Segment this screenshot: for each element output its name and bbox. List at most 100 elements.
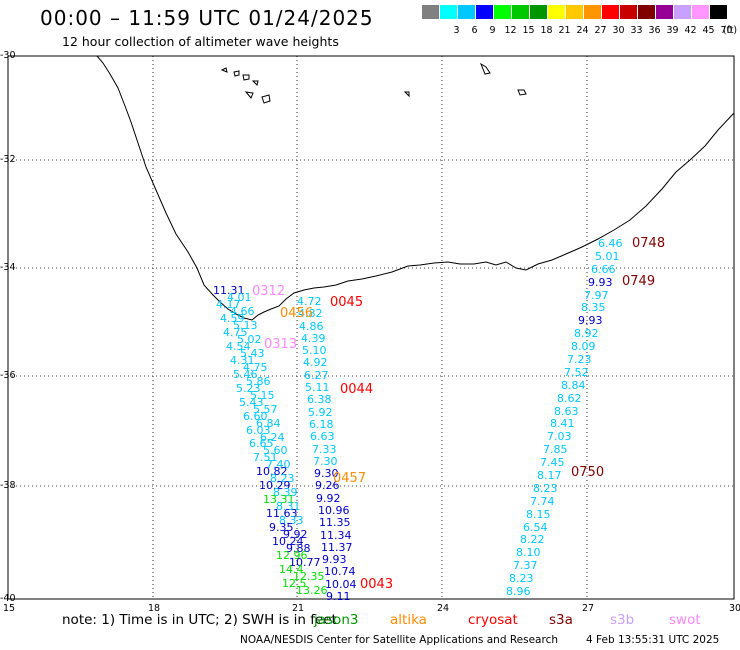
wave-height-value: 4.59 [220,312,245,325]
legend-bin-label: 24 [576,25,589,36]
legend-bin-label: 6 [471,25,478,36]
satellite-legend-item: s3a [549,612,573,628]
latitude-tick-label: -34 [0,262,16,273]
longitude-tick-label: 30 [729,603,740,614]
wave-height-value: 8.96 [506,585,531,598]
legend-swatch [458,5,475,19]
wave-height-value: 6.38 [307,393,332,406]
wave-height-value: 6.27 [304,369,329,382]
wave-height-value: 5.43 [240,347,265,360]
wave-height-value: 8.35 [581,301,606,314]
legend-swatch [440,5,457,19]
wave-height-value: 12.96 [276,549,308,562]
wave-height-value: 10.24 [272,535,304,548]
legend-swatch [674,5,691,19]
wave-height-value: 6.84 [256,417,281,430]
wave-height-value: 8.23 [509,572,534,585]
wave-height-value: 9.93 [578,314,603,327]
legend-bin-label: 33 [630,25,643,36]
legend-swatch [656,5,673,19]
pass-time-label: 0312 [252,284,286,299]
legend-swatch [494,5,511,19]
latitude-tick-label: -40 [0,593,16,604]
satellite-legend-item: swot [669,612,701,628]
wave-height-value: 4.17 [216,298,241,311]
satellite-legend-item: altika [390,612,427,628]
wave-height-value: 8.41 [550,417,575,430]
wave-height-value: 10.82 [256,465,288,478]
wave-height-value: 4.92 [303,356,328,369]
wave-height-value: 8.39 [273,486,298,499]
wave-height-value: 6.66 [591,263,616,276]
satellite-legend-item: s3b [610,612,635,628]
legend-swatch [620,5,637,19]
wave-height-value: 4.39 [301,332,326,345]
wave-height-value: 4.72 [297,295,322,308]
wave-height-value: 7.37 [513,559,538,572]
wave-height-value: 5.43 [239,396,264,409]
map-frame [7,55,735,600]
wave-height-value: 9.35 [269,521,294,534]
legend-swatch [638,5,655,19]
wave-height-value: 5.57 [253,403,278,416]
footer-note: note: 1) Time is in UTC; 2) SWH is in fe… [62,612,337,628]
wave-height-value: 13.31 [263,493,295,506]
pass-time-label: 0456 [280,306,314,321]
wave-height-value: 6.46 [598,237,623,250]
pass-time-label: 0313 [264,337,298,352]
longitude-tick-label: 24 [437,603,450,614]
wave-height-value: 5.01 [595,250,620,263]
legend-bin-label: 36 [648,25,661,36]
satellite-legend-item: jason3 [314,612,359,628]
wave-height-value: 6.54 [523,521,548,534]
wave-height-value: 4.75 [223,326,248,339]
wave-height-value: 4.75 [243,361,268,374]
coastline-south-africa [96,55,735,321]
legend-bin-label: 45 [702,25,715,36]
wave-height-value: 5.60 [263,444,288,457]
wave-height-value: 8.33 [279,514,304,527]
legend-swatch [602,5,619,19]
wave-height-value: 11.63 [266,507,298,520]
wave-height-value: 11.31 [213,284,245,297]
pass-time-label: 0045 [330,295,364,310]
wave-height-value: 9.93 [322,553,347,566]
wave-height-value: 4.01 [227,291,252,304]
wave-height-value: 7.45 [540,456,565,469]
wave-height-value: 4.86 [299,320,324,333]
longitude-tick-label: 21 [292,603,305,614]
wave-height-value: 4.66 [230,305,255,318]
wave-height-value: 8.84 [561,379,586,392]
wave-height-value: 5.13 [233,319,258,332]
legend-unit: (ft) [722,25,738,36]
wave-height-value: 6.65 [249,437,274,450]
wave-height-value: 5.92 [308,406,333,419]
legend-bin-label: 21 [558,25,571,36]
legend-bin-label: 18 [540,25,553,36]
longitude-tick-label: 18 [148,603,161,614]
latitude-tick-label: -32 [0,154,16,165]
wave-height-value: 8.23 [533,482,558,495]
pass-time-label: 0044 [340,382,374,397]
legend-bin-label: 42 [684,25,697,36]
longitude-tick-label: 15 [3,603,16,614]
wave-height-value: 10.29 [259,479,291,492]
wave-height-value: 5.46 [233,368,258,381]
wave-height-value: 7.03 [547,430,572,443]
wave-height-value: 11.34 [320,529,352,542]
wave-height-value: 7.52 [564,366,589,379]
wave-height-value: 12.35 [293,570,325,583]
wave-height-value: 7.74 [530,495,555,508]
wave-height-value: 5.15 [250,389,275,402]
wave-height-value: 12.5 [282,577,307,590]
wave-height-value: 9.92 [283,528,308,541]
legend-swatch [512,5,529,19]
wave-height-value: 8.23 [270,472,295,485]
legend-bin-label: 30 [612,25,625,36]
wave-height-value: 4.31 [230,354,255,367]
legend-swatch [584,5,601,19]
pass-time-label: 0749 [622,274,656,289]
wave-height-value: 8.10 [516,546,541,559]
wave-height-value: 8.15 [526,508,551,521]
